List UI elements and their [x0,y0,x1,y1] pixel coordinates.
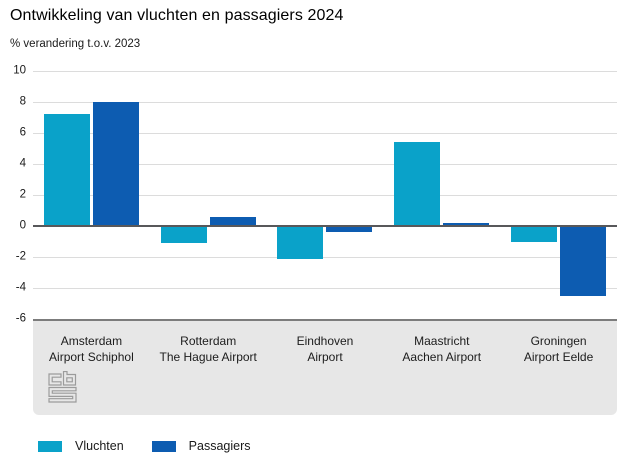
bar-group-groningen [500,71,617,319]
bar-group-eindhoven [267,71,384,319]
bar-vluchten-amsterdam[interactable] [43,114,90,226]
bar-passagiers-eindhoven[interactable] [326,226,373,233]
cbs-logo-s [48,386,77,403]
category-label-line: Airport [307,350,343,364]
legend-swatch-passagiers [151,440,176,452]
gridline [33,164,617,165]
category-label-groningen: Groningen Airport Eelde [500,333,617,365]
bar-vluchten-maastricht[interactable] [394,142,441,226]
category-label-line: Airport Schiphol [49,350,134,364]
x-axis-panel: Amsterdam Airport Schiphol Rotterdam The Ha… [33,319,617,415]
legend-label: Passagiers [188,439,251,453]
cbs-logo [48,371,77,403]
bar-passagiers-rotterdam[interactable] [209,216,256,226]
category-label-line: Airport Eelde [523,350,594,364]
chart-title: Ontwikkeling van vluchten en passagiers … [10,7,344,24]
bar-vluchten-eindhoven[interactable] [277,226,324,259]
y-tick-label: -4 [15,281,26,294]
gridline [33,257,617,258]
gridline [33,71,617,72]
bar-group-rotterdam [150,71,267,319]
bar-vluchten-rotterdam[interactable] [160,226,207,244]
cbs-logo-b-counter [66,377,73,383]
category-label-line: Amsterdam [60,334,123,348]
category-label-maastricht: Maastricht Aachen Airport [383,333,500,365]
category-label-rotterdam: Rotterdam The Hague Airport [150,333,267,365]
chart-subtitle: % verandering t.o.v. 2023 [10,38,141,50]
legend-item-vluchten[interactable]: Vluchten [38,439,124,453]
legend-swatch-vluchten [38,440,62,452]
bar-passagiers-groningen[interactable] [560,226,607,296]
y-tick-label: 2 [19,188,26,201]
y-tick-label: 10 [13,64,26,77]
category-label-line: Rotterdam [180,334,237,348]
gridline [33,195,617,196]
legend-label: Vluchten [75,439,124,453]
gridline [33,102,617,103]
category-label-line: The Hague Airport [159,350,257,364]
category-label-line: Maastricht [414,334,470,348]
category-label-line: Groningen [530,334,587,348]
y-tick-label: 4 [19,157,26,170]
bar-passagiers-maastricht[interactable] [443,222,490,226]
category-label-eindhoven: Eindhoven Airport [267,333,384,365]
y-tick-label: 6 [19,126,26,139]
legend-item-passagiers[interactable]: Passagiers [151,439,251,453]
cbs-logo-c [48,373,62,386]
y-tick-label: -2 [15,250,26,263]
category-label-line: Eindhoven [296,334,354,348]
y-tick-label: 8 [19,95,26,108]
gridline [33,288,617,289]
legend: Vluchten Passagiers [38,439,251,453]
bar-vluchten-groningen[interactable] [511,226,558,242]
plot-area [33,71,617,319]
bar-passagiers-amsterdam[interactable] [92,102,139,226]
y-tick-label: 0 [19,219,26,232]
zero-line [33,225,617,227]
y-axis: 10 8 6 4 2 0 -2 -4 -6 [0,65,26,324]
cbs-logo-b [62,371,77,386]
y-tick-label: -6 [15,312,26,325]
bar-group-amsterdam [33,71,150,319]
category-label-line: Aachen Airport [402,350,482,364]
category-label-amsterdam: Amsterdam Airport Schiphol [33,333,150,365]
bar-group-maastricht [383,71,500,319]
gridline [33,133,617,134]
